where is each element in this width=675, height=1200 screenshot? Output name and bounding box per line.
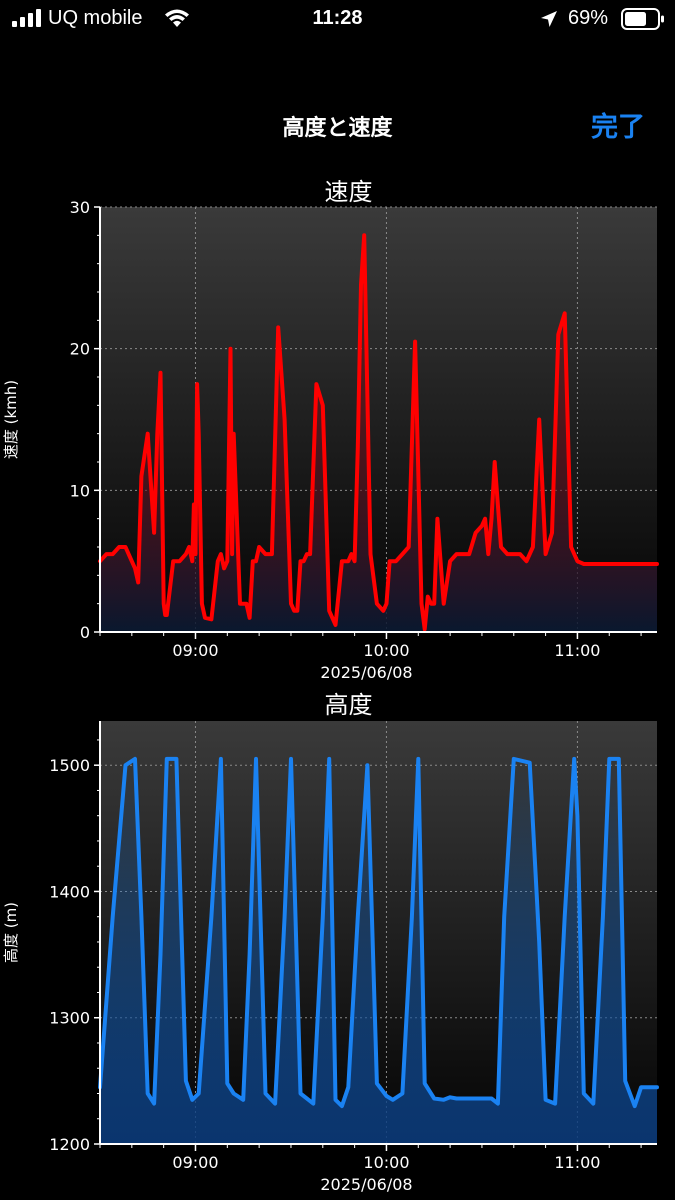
x-tick-label: 10:00 [363, 1153, 409, 1172]
y-tick-label: 1300 [49, 1009, 90, 1028]
y-axis-label: 高度 (m) [2, 902, 20, 963]
nav-bar: 高度と速度 完了 [0, 100, 675, 146]
y-tick-label: 1400 [49, 882, 90, 901]
y-tick-label: 1500 [49, 756, 90, 775]
x-axis-label: 2025/06/08 [320, 663, 412, 682]
x-tick-label: 11:00 [554, 641, 600, 660]
status-time: 11:28 [312, 7, 363, 29]
page-title: 高度と速度 [282, 116, 393, 141]
y-tick-label: 0 [80, 623, 90, 642]
done-button[interactable]: 完了 [591, 112, 645, 143]
area-fill [100, 758, 657, 1144]
y-tick-label: 30 [70, 198, 90, 217]
chart-title: 速度 [325, 178, 373, 206]
y-axis-label: 速度 (kmh) [2, 380, 20, 459]
series-line [98, 233, 659, 632]
y-tick-label: 20 [70, 340, 90, 359]
location-arrow-icon [541, 11, 557, 27]
y-tick-label: 1200 [49, 1135, 90, 1154]
battery-icon [621, 8, 664, 30]
x-tick-label: 09:00 [172, 1153, 218, 1172]
status-bar: UQ mobile 11:28 69% [0, 0, 675, 40]
altitude-chart: 高度 1200 1300 1400 1500 09:00 10:00 11:00 2025/06… [2, 691, 659, 1194]
x-tick-label: 09:00 [172, 641, 218, 660]
speed-chart: 速度 0 10 20 30 09:00 10:00 11:00 2025/06/08 速度 (km… [2, 178, 659, 682]
series-line [98, 756, 659, 1109]
battery-percent: 69% [568, 7, 609, 29]
x-axis-label: 2025/06/08 [320, 1175, 412, 1194]
x-tick-label: 11:00 [554, 1153, 600, 1172]
carrier-name: UQ mobile [48, 7, 143, 29]
signal-icon [12, 9, 41, 27]
area-fill [100, 235, 657, 633]
x-tick-label: 10:00 [363, 641, 409, 660]
chart-title: 高度 [325, 691, 373, 719]
y-tick-label: 10 [70, 481, 90, 500]
wifi-icon [165, 9, 189, 27]
